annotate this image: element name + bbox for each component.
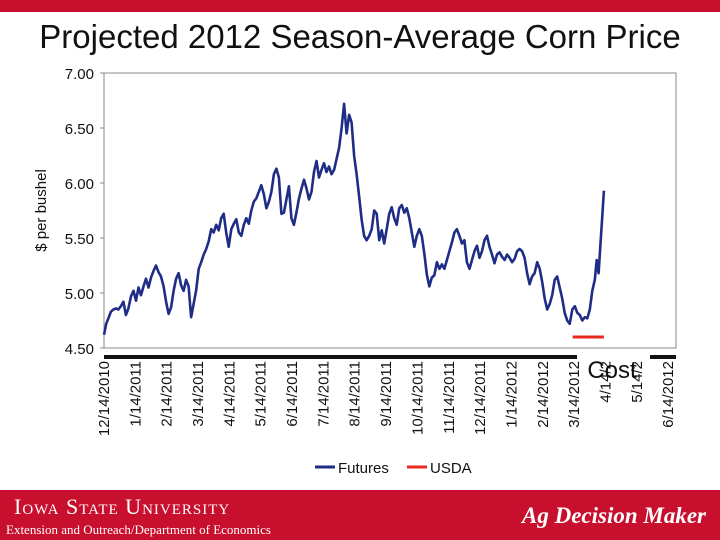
x-tick-label: 8/14/2011 xyxy=(347,361,364,427)
footer-brand: Ag Decision Maker xyxy=(522,503,706,528)
x-tick-label: 7/14/2011 xyxy=(315,361,332,427)
x-tick-label: 2/14/2012 xyxy=(535,361,552,428)
x-tick-label: 10/14/2011 xyxy=(409,361,426,435)
x-tick-label: 5/14/2 xyxy=(629,361,646,403)
x-tick-label: 2/14/2011 xyxy=(159,361,176,427)
top-accent-bar xyxy=(0,0,720,12)
series-line-futures xyxy=(102,102,606,336)
cost-label-box xyxy=(578,349,650,391)
footer-bar: Iowa State University Extension and Outr… xyxy=(0,490,720,540)
line-chart: 4.50 5.00 5.50 6.00 6.50 7.00 $ per bushel Cos… xyxy=(33,66,677,477)
x-tick-label: 12/14/2011 xyxy=(472,361,489,435)
y-tick-label: 5.00 xyxy=(65,286,94,303)
x-tick-label: 1/14/2011 xyxy=(127,361,144,427)
x-tick-label: 6/14/2011 xyxy=(284,361,301,427)
y-tick-label: 7.00 xyxy=(65,66,94,83)
y-tick-label: 4.50 xyxy=(65,341,94,358)
y-axis-label: $ per bushel xyxy=(33,169,50,252)
x-tick-label: 12/14/2010 xyxy=(96,361,113,436)
x-tick-label: 11/14/2011 xyxy=(441,361,458,434)
x-tick-label: 5/14/2011 xyxy=(253,361,270,427)
x-tick-label: 3/14/2012 xyxy=(566,361,583,428)
legend-label-usda: USDA xyxy=(430,460,472,477)
y-tick-label: 5.50 xyxy=(65,231,94,248)
x-tick-label: 9/14/2011 xyxy=(378,361,395,427)
x-tick-label: 4/14/2011 xyxy=(221,361,238,427)
university-logo-text: Iowa State University xyxy=(14,494,231,519)
x-tick-label: 4/14/2 xyxy=(597,361,614,403)
y-tick-label: 6.50 xyxy=(65,121,94,138)
x-tick-label: 6/14/2012 xyxy=(660,361,677,428)
x-tick-label: 1/14/2012 xyxy=(503,361,520,428)
y-tick-label: 6.00 xyxy=(65,176,94,193)
legend-label-futures: Futures xyxy=(338,460,389,477)
footer-department: Extension and Outreach/Department of Eco… xyxy=(6,522,271,537)
x-tick-label: 3/14/2011 xyxy=(190,361,207,427)
chart-title: Projected 2012 Season-Average Corn Price xyxy=(39,18,681,55)
cost-annotation: Cost xyxy=(587,357,637,384)
